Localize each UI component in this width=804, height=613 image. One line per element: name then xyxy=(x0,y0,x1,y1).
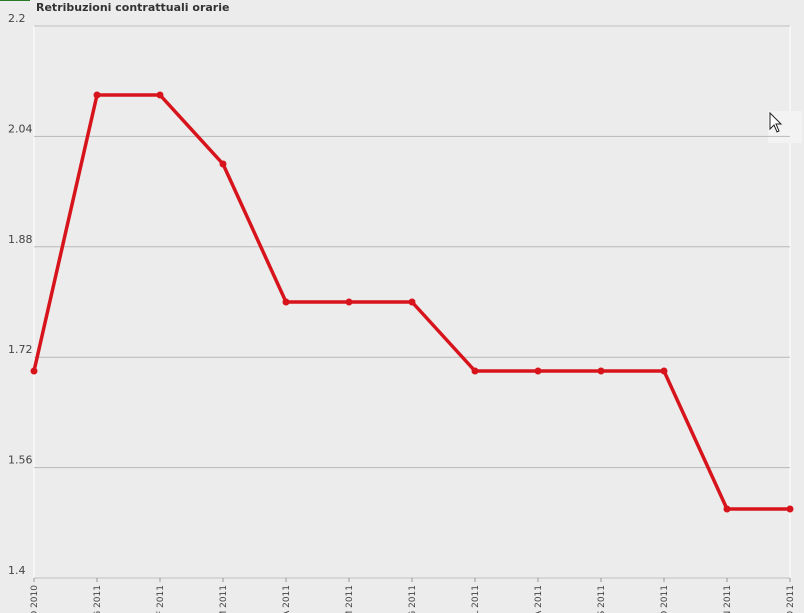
point xyxy=(408,298,416,306)
x-tick-label: D 2011 xyxy=(786,585,796,613)
point xyxy=(660,367,668,375)
point xyxy=(93,91,101,99)
point xyxy=(471,367,479,375)
x-tick-label: G 2011 xyxy=(93,585,103,613)
cursor xyxy=(768,111,802,143)
x-tick-label: A 2011 xyxy=(282,585,292,613)
x-tick-label: A 2011 xyxy=(534,585,544,613)
y-tick-label: 1.88 xyxy=(8,233,33,246)
point xyxy=(597,367,605,375)
point xyxy=(219,160,227,168)
x-tick-label: O 2010 xyxy=(30,585,40,613)
x-tick-label: M 2011 xyxy=(345,585,355,613)
y-tick-label: 2.2 xyxy=(8,12,26,25)
x-tick-label: L 2011 xyxy=(471,585,481,613)
point xyxy=(786,505,794,513)
x-tick-label: F 2011 xyxy=(156,585,166,613)
point xyxy=(345,298,353,306)
cursor-arrow xyxy=(769,111,783,133)
x-tick-label: O 2011 xyxy=(660,585,670,613)
point xyxy=(156,91,164,99)
y-tick-label: 1.56 xyxy=(8,454,33,467)
point xyxy=(534,367,542,375)
y-tick-label: 1.4 xyxy=(8,564,26,577)
point xyxy=(282,298,290,306)
x-tick-label: G 2011 xyxy=(408,585,418,613)
y-tick-label: 1.72 xyxy=(8,343,33,356)
x-tick-label: M 2011 xyxy=(219,585,229,613)
x-tick-label: S 2011 xyxy=(597,585,607,613)
y-tick-label: 2.04 xyxy=(8,122,33,135)
point xyxy=(30,367,38,375)
x-tick-label: N 2011 xyxy=(723,585,733,613)
point xyxy=(723,505,731,513)
chart-title: Retribuzioni contrattuali orarie xyxy=(36,1,229,14)
